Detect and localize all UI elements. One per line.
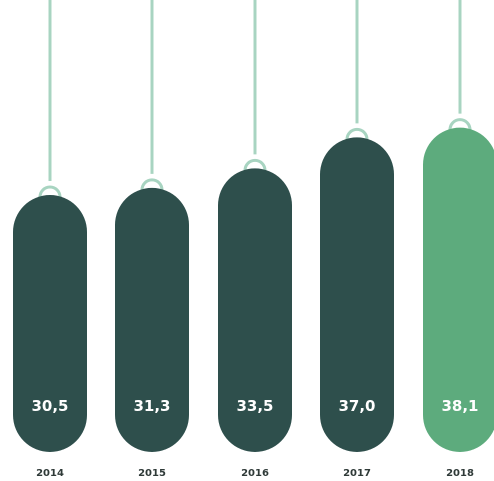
hanger-ring [140,178,164,191]
x-tick-label: 2015 [138,468,166,479]
x-tick-label: 2016 [241,468,269,479]
hanger-ring [448,118,472,130]
value-label: 33,5 [236,397,273,415]
value-label: 38,1 [441,397,478,415]
x-tick-label: 2017 [343,468,371,479]
bar-2014 [13,195,87,452]
hanger-ring [38,185,62,198]
hanger-ring [243,158,267,171]
hanger-ring [345,127,369,140]
x-tick-label: 2014 [36,468,64,479]
bar-2016 [218,168,292,453]
bar-2017 [320,137,394,452]
bar-2015 [115,187,189,453]
value-label: 37,0 [338,397,375,415]
value-label: 30,5 [31,397,68,415]
x-tick-label: 2018 [446,468,474,479]
value-label: 31,3 [133,397,170,415]
bar-2018 [423,127,494,452]
